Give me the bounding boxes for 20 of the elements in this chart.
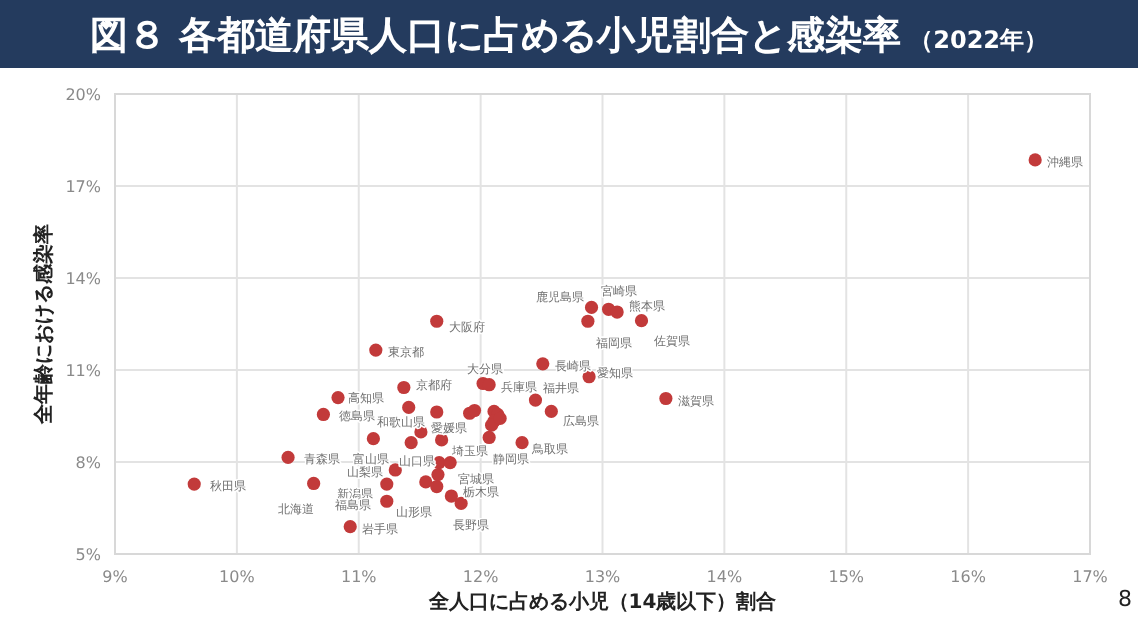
y-tick-label: 17%	[65, 178, 102, 196]
x-tick-label: 13%	[584, 568, 622, 586]
x-tick-label: 12%	[462, 568, 500, 586]
x-tick-label: 17%	[1072, 568, 1109, 586]
text: 8	[1118, 586, 1132, 612]
chart-subtitle: （2022年）	[909, 26, 1049, 54]
y-tick-label: 11%	[65, 362, 102, 380]
y-tick-label: 14%	[65, 270, 102, 288]
x-axis-title: 全人口に占める小児（14歳以下）割合	[426, 590, 779, 614]
x-tick-label: 10%	[219, 568, 256, 586]
x-tick-label: 14%	[706, 568, 743, 586]
y-tick-label: 20%	[65, 86, 102, 104]
x-tick-label: 15%	[828, 568, 865, 586]
chart-title: 図８ 各都道府県人口に占める小児割合と感染率	[90, 14, 902, 58]
y-axis-title: 全年齢における感染率	[32, 224, 56, 426]
x-tick-label: 11%	[340, 568, 378, 586]
y-tick-label: 8%	[75, 454, 102, 472]
y-tick-label: 5%	[75, 546, 102, 564]
x-tick-label: 16%	[950, 568, 987, 586]
x-tick-label: 9%	[102, 568, 129, 586]
